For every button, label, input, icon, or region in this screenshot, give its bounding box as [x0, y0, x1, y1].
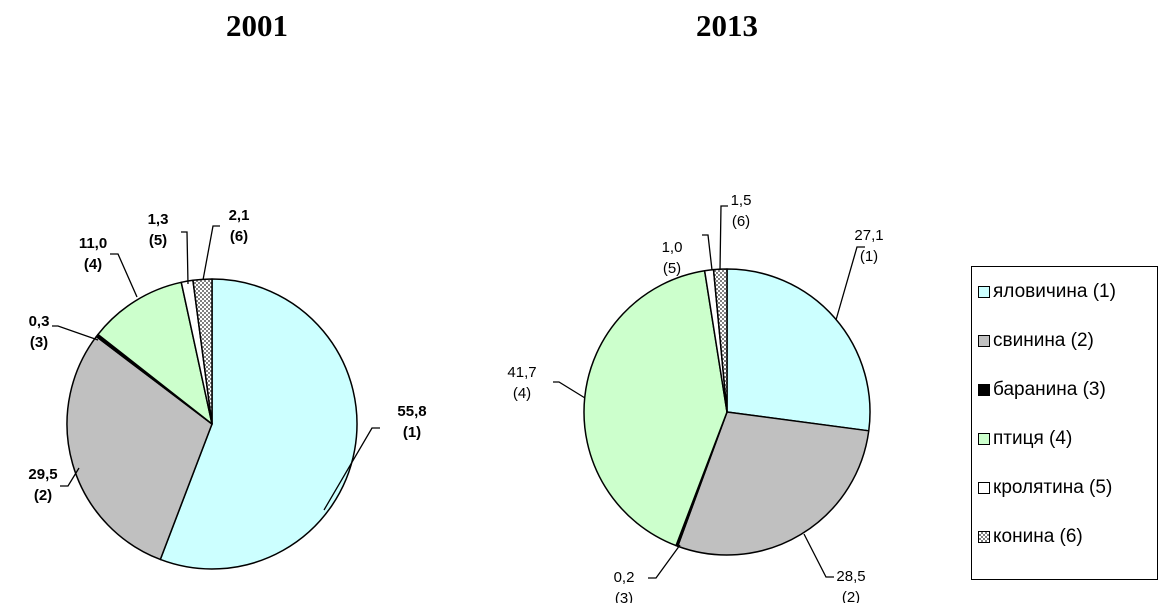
- legend-item-poultry: птиця (4): [978, 428, 1072, 450]
- pie-2013-value-label-poultry: 41,7: [507, 364, 536, 381]
- legend-label-mutton: баранина (3): [993, 379, 1106, 400]
- pie-2001-index-label-mutton: (3): [30, 334, 48, 351]
- chart-title-2013: 2013: [696, 8, 758, 43]
- pie-2013: 27,1 (1) 28,5 (2) 0,2 (3) 41,7 (4) 1,0 (5) 1,5 (6): [507, 192, 883, 603]
- pie-2001-value-label-horse: 2,1: [229, 207, 250, 224]
- pie-2013-leader-beef: [835, 246, 865, 321]
- pie-2001-value-label-pork: 29,5: [28, 466, 57, 483]
- pie-2001-value-label-beef: 55,8: [397, 403, 426, 420]
- legend-label-poultry: птиця (4): [993, 428, 1073, 449]
- pie-2001-index-label-rabbit: (5): [149, 232, 167, 249]
- pie-2013-value-label-horse: 1,5: [731, 192, 752, 209]
- pie-2013-leader-rabbit: [702, 234, 713, 271]
- chart-title-2001: 2001: [226, 8, 288, 43]
- pie-2001: 55,8 (1) 29,5 (2) 0,3 (3) 11,0 (4) 1,3 (5) 2,1 (6): [28, 207, 427, 570]
- pie-2001-value-label-rabbit: 1,3: [148, 211, 169, 228]
- pie-2001-leader-beef: [323, 427, 380, 511]
- pie-2013-leader-pork: [803, 533, 834, 578]
- legend-label-horse: конина (6): [993, 526, 1083, 547]
- legend-item-beef: яловичина (1): [978, 281, 1116, 303]
- pie-2001-leader-rabbit: [181, 231, 189, 285]
- pie-2013-value-label-pork: 28,5: [836, 568, 865, 585]
- pie-2001-index-label-beef: (1): [403, 424, 421, 441]
- legend-label-beef: яловичина (1): [993, 281, 1116, 302]
- pie-2013-slice-pork: [676, 411, 870, 556]
- legend-swatch-poultry: [978, 433, 990, 445]
- pie-2013-index-label-rabbit: (5): [663, 260, 681, 277]
- pie-2001-leader-horse: [202, 225, 220, 281]
- pie-2013-leader-horse: [719, 205, 728, 271]
- pie-2001-index-label-poultry: (4): [84, 256, 102, 273]
- pie-2013-leader-mutton: [648, 544, 681, 579]
- pie-2013-value-label-beef: 27,1: [854, 227, 883, 244]
- pie-2013-index-label-horse: (6): [732, 213, 750, 230]
- pie-2001-slice-beef: [159, 278, 358, 570]
- legend-item-rabbit: кролятина (5): [978, 477, 1112, 499]
- pie-2013-leader-poultry: [553, 381, 586, 399]
- legend-label-pork: свинина (2): [993, 330, 1094, 351]
- pie-2001-slice-horse: [192, 278, 213, 425]
- pie-2001-index-label-pork: (2): [34, 487, 52, 504]
- legend-swatch-pork: [978, 335, 990, 347]
- pie-2013-index-label-pork: (2): [842, 589, 860, 603]
- pie-2001-slice-poultry: [97, 281, 213, 425]
- pie-2013-index-label-mutton: (3): [615, 590, 633, 603]
- legend-swatch-horse: [978, 531, 990, 543]
- legend-swatch-mutton: [978, 384, 990, 396]
- pie-2001-leader-mutton: [52, 325, 99, 341]
- legend-swatch-rabbit: [978, 482, 990, 494]
- legend-swatch-beef: [978, 286, 990, 298]
- pie-2001-value-label-mutton: 0,3: [29, 313, 50, 330]
- pie-2013-value-label-rabbit: 1,0: [662, 239, 683, 256]
- pie-2013-slice-beef: [726, 268, 871, 432]
- legend-label-rabbit: кролятина (5): [993, 477, 1113, 498]
- pie-2013-index-label-poultry: (4): [513, 385, 531, 402]
- pie-2001-leader-poultry: [110, 253, 138, 298]
- pie-2013-index-label-beef: (1): [860, 248, 878, 265]
- pie-2001-index-label-horse: (6): [230, 228, 248, 245]
- pie-2013-value-label-mutton: 0,2: [614, 569, 635, 586]
- pie-2001-value-label-poultry: 11,0: [79, 235, 107, 252]
- pie-2001-leader-pork: [60, 467, 80, 487]
- legend-item-pork: свинина (2): [978, 330, 1094, 352]
- legend: яловичина (1) свинина (2) баранина (3) п…: [971, 266, 1158, 580]
- legend-item-mutton: баранина (3): [978, 379, 1106, 401]
- pie-2001-slice-pork: [66, 335, 213, 561]
- legend-item-horse: конина (6): [978, 526, 1083, 548]
